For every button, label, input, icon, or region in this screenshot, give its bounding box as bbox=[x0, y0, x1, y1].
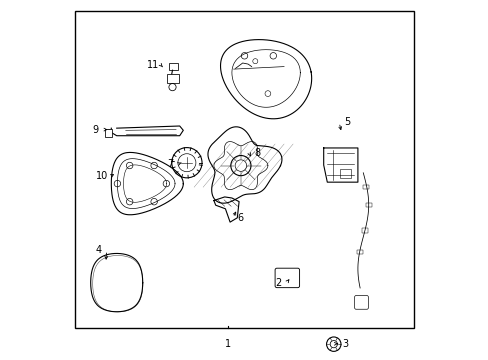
Text: 6: 6 bbox=[237, 213, 244, 223]
Text: 2: 2 bbox=[275, 278, 281, 288]
Text: 3: 3 bbox=[342, 339, 347, 349]
Text: 8: 8 bbox=[254, 148, 260, 158]
Bar bbox=[168, 63, 178, 70]
Text: 7: 7 bbox=[167, 159, 173, 169]
FancyBboxPatch shape bbox=[354, 296, 367, 309]
Bar bbox=[75, 11, 413, 328]
Bar bbox=[357, 250, 362, 254]
Bar bbox=[363, 185, 368, 189]
Text: 1: 1 bbox=[225, 339, 231, 349]
Bar bbox=[104, 129, 112, 137]
Bar bbox=[365, 203, 371, 207]
Bar bbox=[167, 74, 178, 83]
Text: 9: 9 bbox=[92, 125, 98, 135]
Text: 5: 5 bbox=[343, 117, 349, 127]
Text: 10: 10 bbox=[96, 171, 108, 181]
Text: 11: 11 bbox=[146, 60, 159, 70]
Text: 4: 4 bbox=[96, 245, 102, 255]
Bar bbox=[339, 169, 350, 178]
FancyBboxPatch shape bbox=[275, 268, 299, 288]
Bar bbox=[362, 228, 367, 233]
